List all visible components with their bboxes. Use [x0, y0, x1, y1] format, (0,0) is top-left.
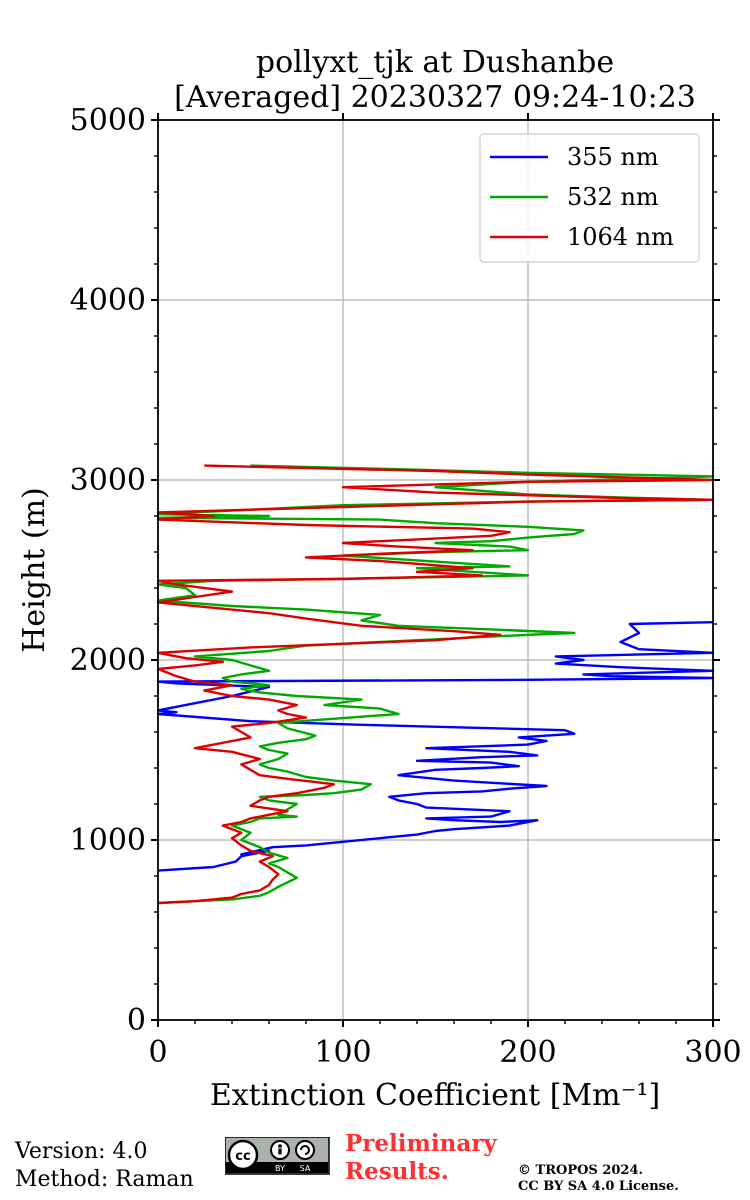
x-tick-label: 200	[499, 1035, 556, 1070]
x-tick-label: 100	[314, 1035, 371, 1070]
cc-icon	[227, 1139, 259, 1171]
y-tick-label: 4000	[70, 283, 146, 318]
legend-label-532: 532 nm	[567, 183, 659, 211]
data-series	[156, 464, 715, 905]
badge-sa-text: SA	[300, 1164, 311, 1173]
cc-icon-text: cc	[235, 1149, 250, 1164]
method-text: Method: Raman	[15, 1167, 194, 1192]
x-axis-label: Extinction Coefficient [Mm⁻¹]	[210, 1078, 660, 1113]
x-tick-label: 300	[684, 1035, 741, 1070]
version-info: Version: 4.0 Method: Raman	[15, 1138, 194, 1194]
preliminary-line1: Preliminary	[345, 1130, 497, 1157]
chart-title-line1: pollyxt_tjk at Dushanbe	[256, 45, 614, 80]
y-tick-label: 1000	[70, 823, 146, 858]
legend-label-1064: 1064 nm	[567, 223, 674, 251]
preliminary-line2: Results.	[345, 1158, 449, 1185]
y-tick-label: 0	[127, 1003, 146, 1038]
copyright-line2: CC BY SA 4.0 License.	[518, 1179, 679, 1194]
cc-by-sa-badge: cc BY SA	[225, 1137, 330, 1175]
series-line-1064nm	[156, 464, 715, 905]
copyright-line1: © TROPOS 2024.	[518, 1163, 644, 1178]
y-tick-label: 3000	[70, 463, 146, 498]
badge-by-text: BY	[275, 1164, 285, 1173]
version-text: Version: 4.0	[15, 1139, 148, 1164]
legend-label-355: 355 nm	[567, 143, 659, 171]
legend: 355 nm 532 nm 1064 nm	[479, 133, 700, 263]
share-alike-icon	[295, 1140, 315, 1160]
y-tick-label: 2000	[70, 643, 146, 678]
series-line-532nm	[156, 464, 715, 905]
legend-box	[479, 133, 700, 263]
chart-title-line2: [Averaged] 20230327 09:24-10:23	[174, 80, 696, 115]
copyright-notice: © TROPOS 2024. CC BY SA 4.0 License.	[518, 1163, 679, 1195]
x-tick-label: 0	[148, 1035, 167, 1070]
plot-frame	[157, 119, 714, 1021]
y-tick-label: 5000	[70, 103, 146, 138]
preliminary-notice: Preliminary Results.	[345, 1130, 497, 1186]
series-line-355nm	[156, 621, 715, 872]
grid-lines	[158, 120, 713, 1020]
y-axis-label: Height (m)	[17, 487, 52, 652]
